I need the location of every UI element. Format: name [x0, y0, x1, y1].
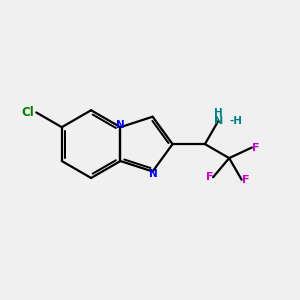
- Text: F: F: [206, 172, 213, 182]
- Text: N: N: [214, 116, 223, 126]
- Text: -H: -H: [230, 116, 242, 126]
- Text: H: H: [214, 108, 223, 118]
- Text: Cl: Cl: [21, 106, 34, 119]
- Text: F: F: [252, 142, 259, 152]
- Text: N: N: [116, 120, 125, 130]
- Text: N: N: [149, 169, 158, 179]
- Text: F: F: [242, 175, 249, 185]
